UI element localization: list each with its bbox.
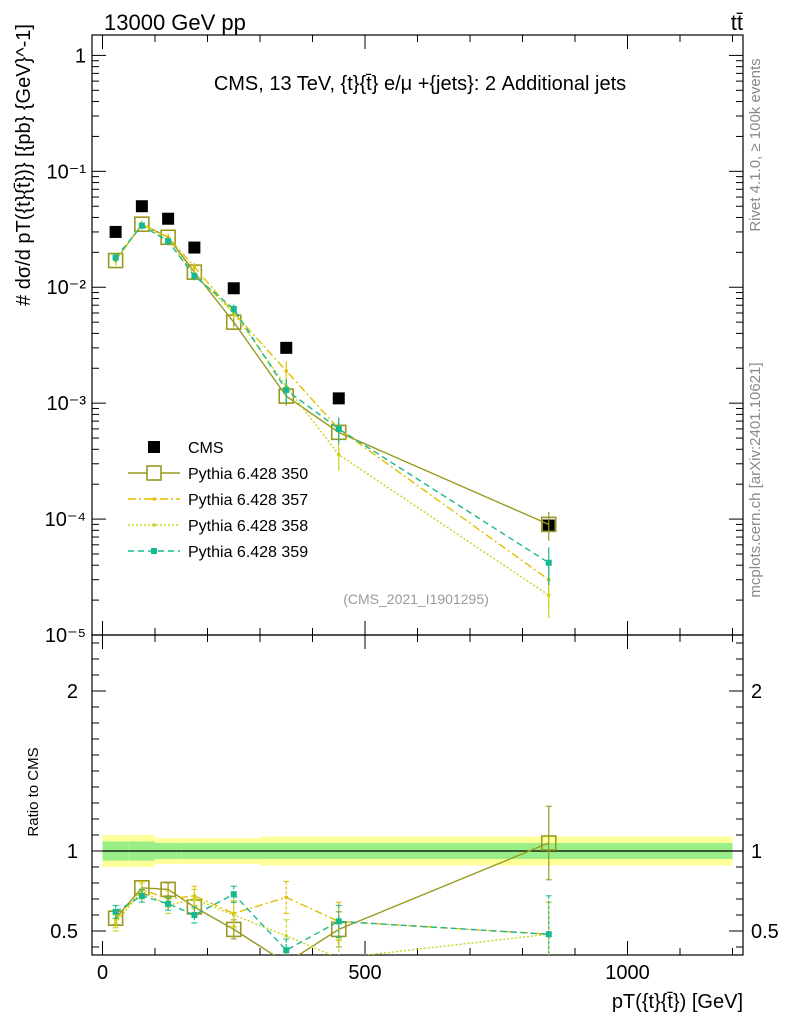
main-y-tick-label: 10⁻² — [47, 277, 87, 299]
series-marker — [540, 516, 557, 533]
ratio-marker — [283, 947, 290, 954]
cms-data-point — [188, 241, 201, 254]
analysis-watermark: (CMS_2021_I1901295) — [343, 591, 489, 607]
ratio-line — [115, 888, 549, 935]
ratio-marker — [113, 921, 118, 925]
ratio-series-group — [107, 805, 557, 970]
legend-label: Pythia 6.428 350 — [188, 466, 308, 483]
x-axis-label: pT({t}{t̄}) [GeV] — [612, 991, 743, 1013]
legend: CMS Pythia 6.428 350 Pythia 6.428 357 Pythi… — [128, 440, 308, 561]
series-line — [115, 224, 550, 564]
series-line — [115, 223, 550, 526]
ratio-y-tick-label: 1 — [67, 841, 78, 863]
ratio-line — [115, 890, 549, 955]
main-y-tick-label: 10⁻¹ — [47, 161, 87, 183]
ratio-y-tick-label: 0.5 — [50, 921, 78, 943]
legend-label: Pythia 6.428 359 — [188, 544, 308, 561]
ratio-marker — [540, 835, 557, 851]
legend-marker — [146, 465, 162, 481]
ratio-marker — [230, 891, 237, 898]
ratio-marker — [545, 931, 552, 938]
cms-data-point — [109, 225, 122, 238]
ratio-marker — [191, 912, 198, 918]
ratio-y-label: Ratio to CMS — [25, 747, 42, 836]
ratio-marker — [335, 918, 342, 925]
series-marker — [192, 265, 197, 269]
cms-data-point — [135, 200, 148, 213]
mcplots-label: mcplots.cern.ch [arXiv:2401.10621] — [747, 362, 764, 597]
ratio-marker — [165, 900, 172, 907]
series-marker — [165, 238, 172, 245]
series-marker — [546, 593, 551, 598]
ratio-marker — [279, 956, 293, 970]
ratio-y-tick-label-right: 1 — [751, 841, 762, 863]
ratio-marker — [192, 897, 197, 901]
series-line — [115, 223, 550, 581]
x-tick-label: 1000 — [605, 962, 650, 984]
main-axes: 1 10⁻¹ 10⁻² 10⁻³ 10⁻⁴ 10⁻⁵ — [45, 34, 744, 647]
ratio-y-tick-label-right: 0.5 — [751, 921, 779, 943]
cms-data-point — [332, 392, 345, 405]
ratio-line — [115, 893, 549, 952]
series-line — [115, 223, 550, 596]
main-y-tick-label: 1 — [75, 45, 86, 67]
legend-label: CMS — [188, 440, 224, 457]
ratio-marker — [337, 956, 341, 960]
main-series-group — [107, 200, 557, 619]
main-y-tick-label: 10⁻³ — [47, 393, 87, 415]
ratio-series-clipped — [107, 805, 557, 970]
legend-marker — [152, 497, 156, 501]
energy-label: 13000 GeV pp — [104, 10, 246, 35]
x-tick-label: 500 — [348, 962, 381, 984]
main-y-tick-label: 10⁻⁴ — [45, 509, 86, 531]
main-y-label-text: # dσ/d pT({t}{t̄})} [{pb} {GeV}^-1] — [13, 24, 35, 306]
ratio-marker — [138, 892, 145, 899]
series-marker — [284, 369, 289, 373]
ratio-marker — [113, 918, 118, 922]
ratio-frame — [91, 634, 744, 956]
main-y-tick-label: 10⁻⁵ — [45, 625, 86, 647]
ratio-marker — [284, 934, 289, 938]
legend-label: Pythia 6.428 358 — [188, 518, 308, 535]
ratio-line — [115, 842, 550, 955]
x-tick-label: 0 — [97, 962, 108, 984]
series-marker — [134, 216, 150, 232]
series-marker — [545, 559, 552, 566]
cms-data-point — [227, 282, 240, 295]
series-marker — [230, 305, 237, 312]
series-marker — [283, 386, 290, 393]
series-marker — [112, 254, 119, 261]
rivet-label: Rivet 4.1.0, ≥ 100k events — [747, 58, 764, 231]
series-marker — [191, 273, 198, 280]
series-marker — [335, 425, 342, 432]
series-marker — [107, 252, 124, 269]
main-title: CMS, 13 TeV, {t}{t̄} e/μ +{jets}: 2 Addi… — [214, 73, 626, 95]
ratio-y-tick-label-right: 2 — [751, 681, 762, 703]
ratio-y-tick-label: 2 — [67, 681, 78, 703]
ratio-marker — [231, 913, 236, 917]
cms-data-point — [162, 212, 175, 225]
main-y-label: # dσ/d pT({t}{t̄})} [{pb} {GeV}^-1] — [13, 24, 35, 306]
process-label: tt̄ — [731, 10, 743, 35]
cms-data-point — [280, 341, 293, 354]
legend-label: Pythia 6.428 357 — [188, 492, 308, 509]
ratio-axes: 0.5 0.5 1 1 2 2 0 500 1000 — [50, 634, 779, 984]
legend-marker-cms — [148, 441, 160, 453]
ratio-marker — [112, 908, 119, 915]
legend-marker — [151, 548, 157, 554]
series-marker — [138, 222, 145, 229]
series-marker — [336, 452, 341, 457]
ratio-marker — [284, 895, 289, 900]
legend-marker — [152, 523, 156, 527]
